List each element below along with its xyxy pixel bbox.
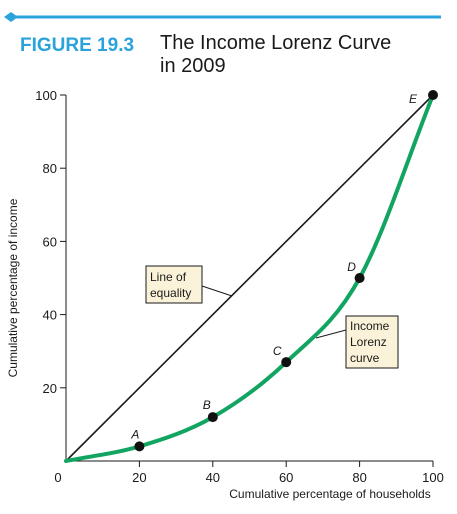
header-rule	[4, 12, 441, 22]
point-label-b: B	[203, 398, 211, 412]
point-label-d: D	[347, 260, 356, 274]
equality-label-line2: equality	[150, 286, 191, 300]
lorenz-label-box	[345, 315, 399, 369]
x-tick-label: 80	[352, 470, 366, 485]
x-tick-label: 0	[54, 470, 61, 485]
y-tick-label: 20	[43, 381, 57, 396]
equality-annotation: Line of equality	[145, 265, 233, 304]
figure-label: FIGURE 19.3	[20, 35, 134, 56]
axes	[65, 95, 433, 462]
figure-title-line2: in 2009	[160, 55, 226, 77]
x-axis-label: Cumulative percentage of households	[229, 487, 430, 501]
equality-line	[65, 94, 434, 462]
x-tick-label: 60	[279, 470, 293, 485]
lorenz-label-line3: curve	[350, 351, 380, 365]
data-point-a	[134, 441, 145, 452]
point-label-a: A	[130, 427, 139, 441]
equality-label-box	[145, 265, 203, 304]
lorenz-leader-line	[315, 329, 347, 339]
x-tick-label: 40	[206, 470, 220, 485]
y-axis-label: Cumulative percentage of income	[6, 198, 20, 377]
lorenz-annotation: Income Lorenz curve	[315, 315, 399, 369]
data-point-d	[354, 273, 365, 283]
point-label-c: C	[273, 344, 282, 358]
equality-label-line1: Line of	[150, 270, 187, 284]
y-tick-label: 100	[35, 88, 57, 103]
x-tick-label: 20	[132, 470, 146, 485]
lorenz-label-line2: Lorenz	[350, 335, 387, 349]
data-point-e	[428, 90, 438, 100]
y-tick-label: 80	[43, 161, 57, 176]
equality-leader-line	[201, 285, 233, 297]
y-tick-label: 60	[43, 234, 57, 249]
x-tick-label: 100	[422, 470, 444, 485]
figure-title-line1: The Income Lorenz Curve	[160, 32, 391, 54]
data-point-b	[207, 412, 218, 423]
ticks: 0 20 40 60 80 100 20 40 60 80 100	[35, 88, 444, 485]
data-points: A B C D E	[130, 90, 438, 452]
lorenz-label-line1: Income	[350, 319, 390, 333]
data-point-c	[281, 357, 292, 368]
y-tick-label: 40	[43, 308, 57, 323]
point-label-e: E	[409, 92, 418, 106]
